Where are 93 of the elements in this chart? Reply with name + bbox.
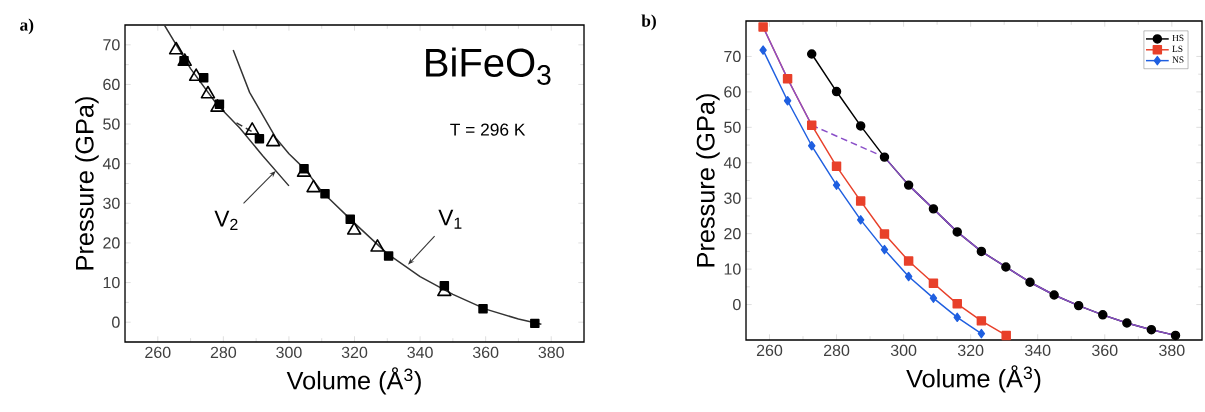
point [782,74,793,84]
y-tick-label: 50 [724,121,741,133]
x-tick-label: 360 [472,346,499,359]
point [806,120,817,130]
x-tick-label: 280 [210,346,237,359]
point [758,22,768,32]
point [976,246,987,257]
point [806,49,817,59]
x-axis-title: Volume (Å$^{3}$) [286,367,421,395]
point [370,239,385,252]
y-tick-label: 0 [112,316,120,328]
y-tick-label: 10 [724,263,741,275]
point [1073,300,1084,311]
y-tick-label: 70 [724,50,741,63]
point [832,180,841,190]
point [1146,324,1157,335]
legend-label: HS [1172,34,1184,42]
point [928,204,939,214]
point [168,41,184,55]
point [1098,310,1108,320]
point [952,227,962,237]
y-tick-label: 30 [724,192,741,204]
x-tick-label: 300 [276,346,302,359]
point [1025,277,1035,287]
annotation: V$_{1}$ [438,209,462,229]
point [383,251,394,261]
legend-label: NS [1172,56,1184,63]
point [880,244,889,255]
y-tick-label: 30 [103,197,120,209]
point [856,215,865,225]
point [976,316,987,326]
y-tick-label: 60 [724,86,741,98]
point [855,121,866,131]
point [855,196,866,206]
point [1001,330,1011,341]
annotation: BiFeO$_{3}$ [426,47,551,85]
point [977,328,986,339]
x-tick-label: 280 [823,344,850,357]
point [1049,290,1059,300]
point [903,256,914,266]
point [320,189,330,199]
x-tick-label: 300 [890,344,917,357]
y-axis-title: Pressure (GPa) [75,97,99,270]
point [831,86,842,97]
point [346,221,362,235]
point [879,152,890,162]
x-axis-title: Volume (Å$^{3}$) [906,365,1041,393]
y-tick-label: 20 [103,237,120,249]
point [244,122,260,135]
chart-title: b) [641,14,656,31]
x-tick-label: 260 [756,344,783,357]
point [200,85,216,99]
y-tick-label: 0 [733,298,741,311]
point [1001,262,1011,272]
point [879,229,890,239]
y-tick-label: 40 [102,158,120,170]
point [807,141,816,151]
point [928,278,939,289]
point [1170,330,1181,341]
annotation: V$_{2}$ [214,210,238,230]
x-tick-label: 380 [1159,344,1185,357]
x-tick-label: 340 [1024,344,1051,357]
point [903,180,914,190]
annotation: T = 296 K [450,123,526,136]
chart-title: a) [20,18,34,35]
x-tick-label: 340 [407,346,433,359]
y-tick-label: 20 [724,228,741,240]
x-tick-label: 320 [341,346,368,359]
point [953,312,961,323]
point [478,303,488,314]
point [759,45,767,55]
y-axis-title: Pressure (GPa) [696,94,720,267]
y-tick-label: 10 [103,276,120,289]
point [783,96,792,106]
point [530,318,540,329]
x-tick-label: 360 [1092,344,1118,357]
legend-label: LS [1172,45,1183,52]
point [929,293,938,303]
y-tick-label: 50 [103,118,120,130]
point [831,161,842,172]
y-tick-label: 60 [103,78,120,91]
y-tick-label: 40 [723,157,741,169]
x-tick-label: 260 [145,346,171,359]
line-series [163,25,290,187]
x-tick-label: 380 [538,346,564,359]
y-tick-label: 70 [103,39,120,51]
point [904,271,913,282]
point [952,299,962,309]
x-tick-label: 320 [957,344,984,357]
point [265,133,281,147]
point [345,214,355,224]
point [1122,318,1132,328]
point [306,179,321,193]
